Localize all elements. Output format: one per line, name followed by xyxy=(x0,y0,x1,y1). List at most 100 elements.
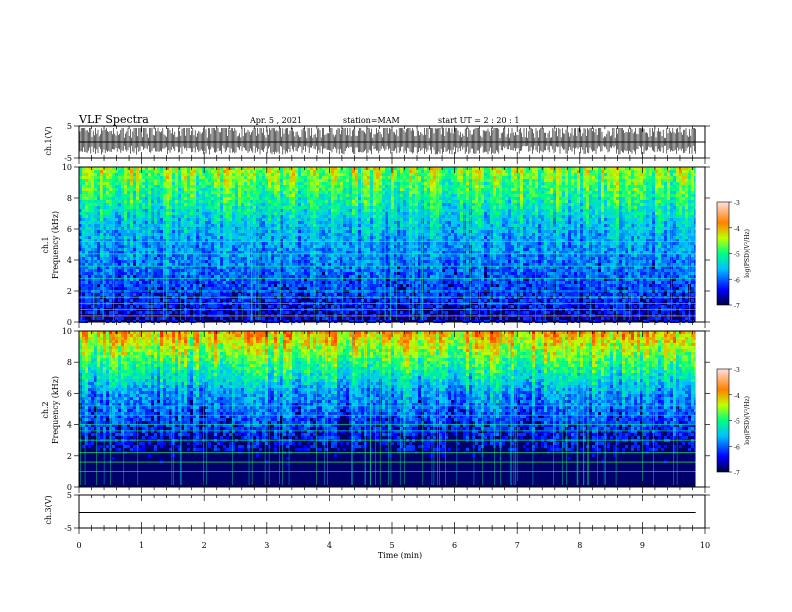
spectrogram-cell xyxy=(211,263,214,266)
spectrogram-cell xyxy=(238,248,241,251)
spectrogram-cell xyxy=(325,254,328,257)
spectrogram-cell xyxy=(298,173,301,176)
spectrogram-cell xyxy=(367,263,370,266)
spectrogram-cell xyxy=(94,221,97,224)
spectrogram-cell xyxy=(175,194,178,197)
spectrogram-cell xyxy=(223,284,226,287)
spectrogram-cell xyxy=(223,260,226,263)
spectrogram-cell xyxy=(322,197,325,200)
spectrogram-cell xyxy=(226,290,229,293)
spectrogram-cell xyxy=(196,218,199,221)
spectrogram-cell xyxy=(298,218,301,221)
spectrogram-cell xyxy=(184,167,187,170)
spectrogram-cell xyxy=(346,179,349,182)
spectrogram-cell xyxy=(325,251,328,254)
spectrogram-cell xyxy=(109,275,112,278)
spectrogram-cell xyxy=(115,221,118,224)
spectrogram-cell xyxy=(160,272,163,275)
spectrogram-cell xyxy=(211,284,214,287)
spectrogram-cell xyxy=(94,266,97,269)
spectrogram-cell xyxy=(196,290,199,293)
spectrogram-cell xyxy=(349,221,352,224)
spectrogram-cell xyxy=(289,275,292,278)
spectrogram-cell xyxy=(145,224,148,227)
spectrogram-cell xyxy=(286,278,289,281)
spectrogram-cell xyxy=(304,182,307,185)
spectrogram-cell xyxy=(220,269,223,272)
spectrogram-cell xyxy=(85,254,88,257)
spectrogram-cell xyxy=(331,185,334,188)
spectrogram-cell xyxy=(157,173,160,176)
spectrogram-cell xyxy=(97,257,100,260)
spectrogram-cell xyxy=(349,197,352,200)
spectrogram-cell xyxy=(127,266,130,269)
spectrogram-cell xyxy=(376,167,379,170)
spectrogram-cell xyxy=(253,287,256,290)
spectrogram-cell xyxy=(91,170,94,173)
spectrogram-cell xyxy=(238,212,241,215)
spectrogram-cell xyxy=(118,176,121,179)
spectrogram-cell xyxy=(160,245,163,248)
spectrogram-cell xyxy=(205,173,208,176)
spectrogram-cell xyxy=(217,260,220,263)
spectrogram-cell xyxy=(118,224,121,227)
spectrogram-cell xyxy=(148,257,151,260)
spectrogram-cell xyxy=(265,278,268,281)
spectrogram-cell xyxy=(307,281,310,284)
spectrogram-cell xyxy=(325,173,328,176)
spectrogram-cell xyxy=(313,263,316,266)
spectrogram-cell xyxy=(205,191,208,194)
spectrogram-cell xyxy=(166,272,169,275)
spectrogram-cell xyxy=(271,257,274,260)
spectrogram-cell xyxy=(160,254,163,257)
spectrogram-cell xyxy=(178,239,181,242)
spectrogram-cell xyxy=(106,185,109,188)
spectrogram-cell xyxy=(307,176,310,179)
spectrogram-cell xyxy=(214,212,217,215)
spectrogram-cell xyxy=(202,290,205,293)
spectrogram-cell xyxy=(340,209,343,212)
spectrogram-cell xyxy=(346,209,349,212)
spectrogram-cell xyxy=(208,206,211,209)
spectrogram-cell xyxy=(106,281,109,284)
spectrogram-cell xyxy=(142,215,145,218)
spectrogram-cell xyxy=(169,269,172,272)
spectrogram-cell xyxy=(160,260,163,263)
spectrogram-cell xyxy=(97,173,100,176)
spectrogram-cell xyxy=(202,197,205,200)
spectrogram-cell xyxy=(280,182,283,185)
spectrogram-cell xyxy=(373,254,376,257)
spectrogram-cell xyxy=(313,281,316,284)
spectrogram-cell xyxy=(169,185,172,188)
spectrogram-cell xyxy=(337,233,340,236)
spectrogram-cell xyxy=(268,299,271,302)
spectrogram-cell xyxy=(247,233,250,236)
spectrogram-cell xyxy=(235,287,238,290)
spectrogram-cell xyxy=(82,173,85,176)
spectrogram-cell xyxy=(127,188,130,191)
spectrogram-cell xyxy=(163,173,166,176)
spectrogram-cell xyxy=(217,203,220,206)
spectrogram-cell xyxy=(358,221,361,224)
spectrogram-cell xyxy=(316,233,319,236)
spectrogram-cell xyxy=(331,263,334,266)
spectrogram-cell xyxy=(307,278,310,281)
spectrogram-cell xyxy=(256,287,259,290)
spectrogram-cell xyxy=(262,224,265,227)
spectrogram-cell xyxy=(100,185,103,188)
spectrogram-cell xyxy=(157,212,160,215)
spectrogram-cell xyxy=(205,227,208,230)
spectrogram-cell xyxy=(280,305,283,308)
spectrogram-cell xyxy=(94,284,97,287)
spectrogram-cell xyxy=(262,200,265,203)
spectrogram-cell xyxy=(322,284,325,287)
spectrogram-cell xyxy=(373,206,376,209)
spectrogram-cell xyxy=(244,242,247,245)
spectrogram-cell xyxy=(196,245,199,248)
spectrogram-cell xyxy=(373,269,376,272)
spectrogram-cell xyxy=(283,317,286,320)
spectrogram-cell xyxy=(157,281,160,284)
spectrogram-cell xyxy=(229,266,232,269)
spectrogram-cell xyxy=(250,185,253,188)
spectrogram-cell xyxy=(373,266,376,269)
